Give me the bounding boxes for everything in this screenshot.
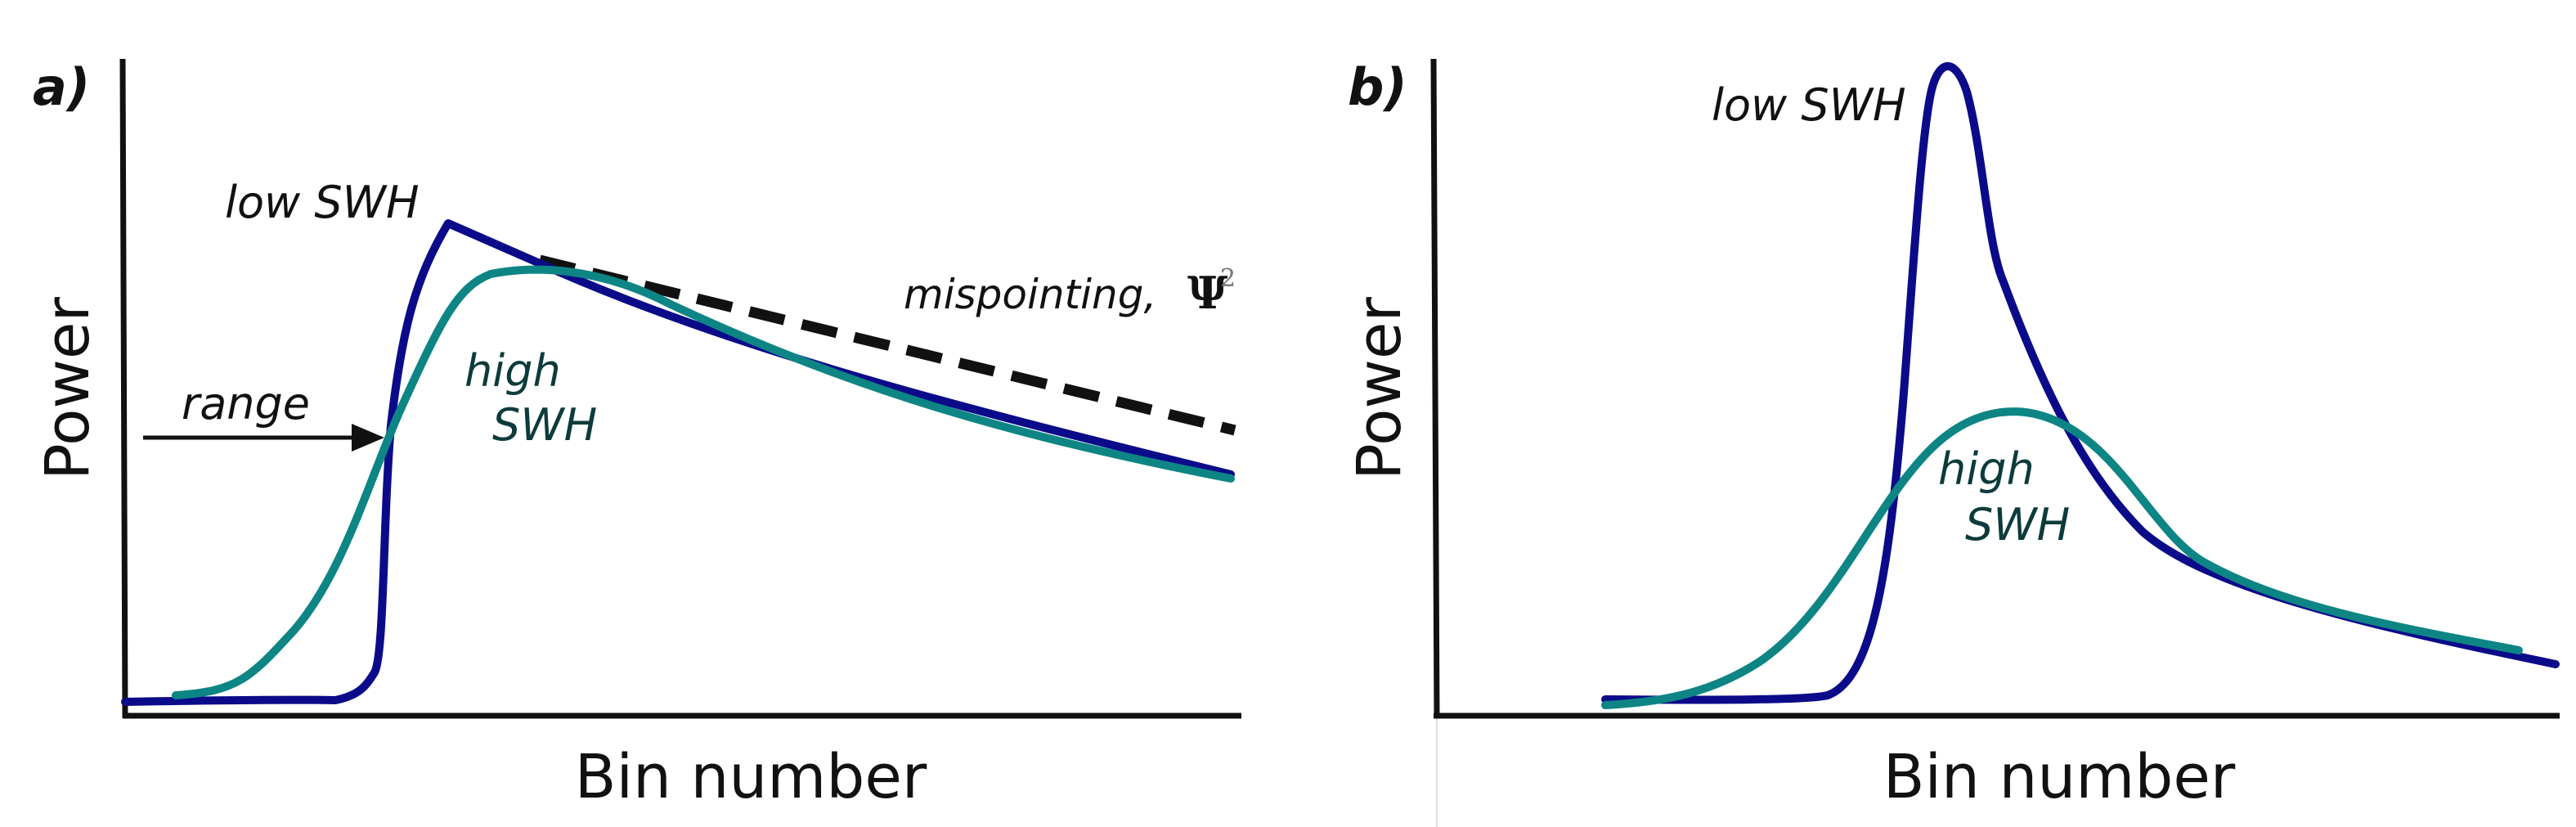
panel-b-high-swh-curve: [1601, 407, 2523, 709]
panel-a-y-label: Power: [33, 297, 103, 480]
panel-b-high-swh-label-line1: high: [1938, 443, 2035, 495]
panel-b-x-label: Bin number: [1883, 742, 2236, 812]
panel-a-high-swh-label-line2: SWH: [492, 399, 597, 451]
panel-a: a) Power Bin number low SWH high SWH ran…: [33, 57, 1241, 812]
panel-a-low-swh-label: low SWH: [225, 177, 420, 228]
panel-b: b) Power Bin number low SWH high SWH: [1344, 57, 2560, 812]
panel-a-mispointing-line: [538, 254, 1236, 436]
panel-a-mispointing-label: mispointing,: [904, 271, 1156, 318]
panel-a-mispointing-symbol: Ψ: [1187, 267, 1227, 319]
panel-b-low-swh-curve: [1601, 62, 2560, 704]
panel-a-range-label: range: [182, 378, 310, 429]
panel-b-low-swh-label: low SWH: [1712, 79, 1906, 131]
panel-a-x-label: Bin number: [575, 742, 927, 812]
panel-b-high-swh-label-line2: SWH: [1965, 499, 2070, 551]
panel-b-label: b): [1348, 57, 1407, 117]
panel-b-y-label: Power: [1344, 297, 1415, 480]
panel-b-y-axis: [1430, 58, 1440, 719]
panel-a-label: a): [33, 57, 90, 117]
panel-a-y-axis: [119, 58, 128, 719]
panel-a-high-swh-label-line1: high: [464, 345, 561, 397]
panel-a-high-swh-curve: [172, 265, 1235, 699]
panel-a-mispointing-superscript: 2: [1220, 264, 1236, 293]
panel-a-range-arrowhead: [352, 424, 384, 452]
